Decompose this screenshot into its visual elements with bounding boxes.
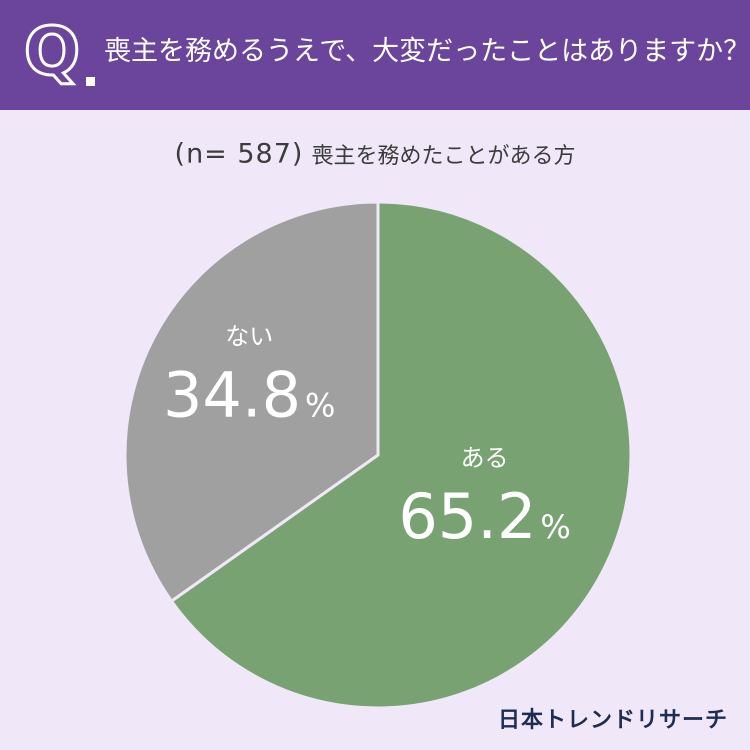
question-header: Q 喪主を務めるうえで、大変だったことはありますか？	[0, 0, 750, 110]
sample-size: (n= 587)	[174, 138, 304, 170]
question-text: 喪主を務めるうえで、大変だったことはありますか？	[104, 36, 750, 67]
q-dot	[86, 77, 95, 86]
pie-slice-1	[169, 200, 633, 710]
slice-value-1: 65.2%	[398, 480, 570, 553]
slice-value-2: 34.8%	[163, 358, 335, 431]
pie-slice-2	[123, 200, 380, 604]
brand-logo: 日本トレンドリサーチ	[497, 708, 728, 733]
respondent-condition: 喪主を務めたことがある方	[311, 144, 576, 169]
slice-label-1: ある	[461, 444, 509, 472]
slice-label-2: ない	[225, 322, 273, 350]
q-mark: Q	[22, 12, 81, 92]
pie-slices	[123, 200, 633, 710]
chart-subtitle: (n= 587) 喪主を務めたことがある方	[0, 138, 750, 170]
pie-labels: ある 65.2 % ない 34.8%	[163, 322, 571, 553]
